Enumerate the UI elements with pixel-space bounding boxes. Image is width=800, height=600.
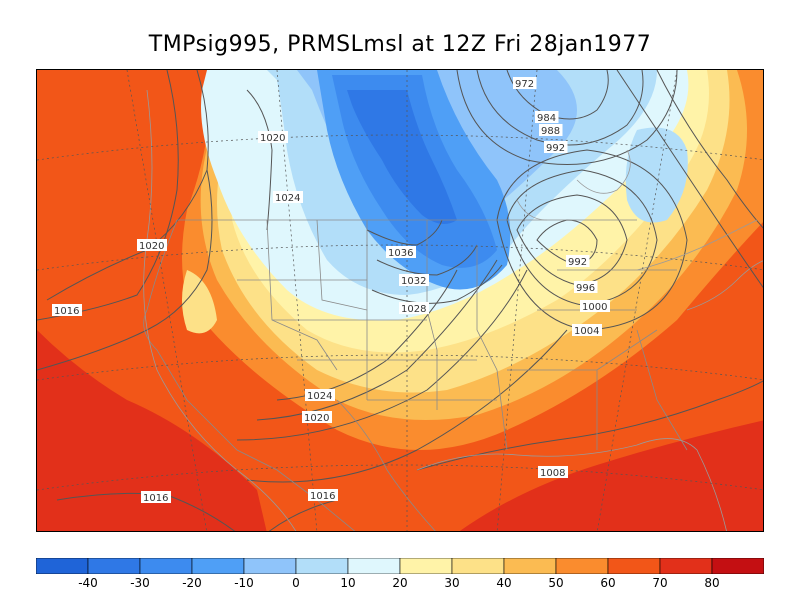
pressure-label: 1032 — [399, 274, 429, 287]
pressure-label: 1024 — [305, 389, 335, 402]
pressure-label-text: 1016 — [310, 491, 335, 502]
pressure-label: 1020 — [258, 131, 288, 144]
pressure-label: 1020 — [137, 239, 167, 252]
pressure-label-text: 1032 — [401, 276, 426, 287]
colorbar-swatch — [503, 558, 557, 574]
colorbar-tick-label: 10 — [340, 576, 356, 590]
pressure-label: 1036 — [386, 246, 416, 259]
pressure-label: 988 — [539, 124, 563, 137]
colorbar-swatch — [36, 558, 89, 574]
pressure-label-text: 1000 — [582, 302, 607, 313]
pressure-label-text: 1024 — [275, 193, 300, 204]
colorbar-swatch — [295, 558, 349, 574]
colorbar-swatch — [711, 558, 764, 574]
colorbar-tick-label: 20 — [392, 576, 408, 590]
map-title: TMPsig995, PRMSLmsl at 12Z Fri 28jan1977 — [148, 32, 652, 57]
pressure-label: 1004 — [572, 324, 602, 337]
pressure-label: 1028 — [399, 302, 429, 315]
pressure-label-text: 992 — [568, 257, 587, 268]
pressure-label-text: 988 — [541, 126, 560, 137]
colorbar-swatch — [347, 558, 401, 574]
colorbar-tick-label: 40 — [496, 576, 512, 590]
pressure-label-text: 1008 — [540, 468, 565, 479]
colorbar-swatch — [139, 558, 193, 574]
pressure-label-text: 1028 — [401, 304, 426, 315]
colorbar-swatch — [191, 558, 245, 574]
pressure-label: 1016 — [52, 304, 82, 317]
colorbar-tick-label: 0 — [292, 576, 300, 590]
pressure-label: 1016 — [308, 489, 338, 502]
temp-warm-patch-west — [182, 270, 217, 334]
colorbar-ticks: -40 -30 -20 -10 0 10 20 30 40 50 60 70 80 — [36, 576, 764, 592]
pressure-label: 996 — [574, 281, 598, 294]
pressure-label-text: 1036 — [388, 248, 413, 259]
graticule — [37, 70, 763, 531]
temp-band-70-80 — [37, 330, 267, 531]
pressure-label: 972 — [513, 77, 537, 90]
pressure-label-text: 1020 — [139, 241, 164, 252]
colorbar-swatch — [607, 558, 661, 574]
pressure-label-text: 1004 — [574, 326, 599, 337]
pressure-label: 1024 — [273, 191, 303, 204]
pressure-label: 992 — [566, 255, 590, 268]
colorbar-swatch — [399, 558, 453, 574]
weather-map: 972 984 988 992 1020 1024 1020 1036 1032 1028 992 9… — [36, 69, 764, 532]
pressure-label-text: 992 — [546, 143, 565, 154]
colorbar-tick-label: -20 — [182, 576, 202, 590]
colorbar-tick-label: 30 — [444, 576, 460, 590]
pressure-label: 1016 — [141, 491, 171, 504]
pressure-label: 992 — [544, 141, 568, 154]
temp-band-minus40-minus30 — [347, 90, 457, 224]
pressure-label-text: 1020 — [260, 133, 285, 144]
temp-band-70-80-east — [459, 420, 763, 531]
pressure-label: 1020 — [302, 411, 332, 424]
pressure-label: 1008 — [538, 466, 568, 479]
pressure-label: 984 — [535, 111, 559, 124]
colorbar-tick-label: 50 — [548, 576, 564, 590]
colorbar-swatch — [555, 558, 609, 574]
colorbar-tick-label: -10 — [234, 576, 254, 590]
colorbar-swatch — [659, 558, 713, 574]
pressure-label-text: 1016 — [143, 493, 168, 504]
pressure-label: 1000 — [580, 300, 610, 313]
colorbar-swatch — [451, 558, 505, 574]
colorbar-swatch — [243, 558, 297, 574]
colorbar-swatch — [87, 558, 141, 574]
pressure-label-text: 984 — [537, 113, 556, 124]
colorbar-tick-label: 60 — [600, 576, 616, 590]
colorbar — [36, 558, 764, 574]
pressure-label-text: 1016 — [54, 306, 79, 317]
colorbar-tick-label: 70 — [652, 576, 668, 590]
pressure-label-text: 972 — [515, 79, 534, 90]
pressure-label-text: 1024 — [307, 391, 332, 402]
colorbar-tick-label: -30 — [130, 576, 150, 590]
pressure-label-text: 1020 — [304, 413, 329, 424]
colorbar-tick-label: 80 — [704, 576, 720, 590]
pressure-label-text: 996 — [576, 283, 595, 294]
coastlines — [143, 89, 763, 531]
colorbar-tick-label: -40 — [78, 576, 98, 590]
